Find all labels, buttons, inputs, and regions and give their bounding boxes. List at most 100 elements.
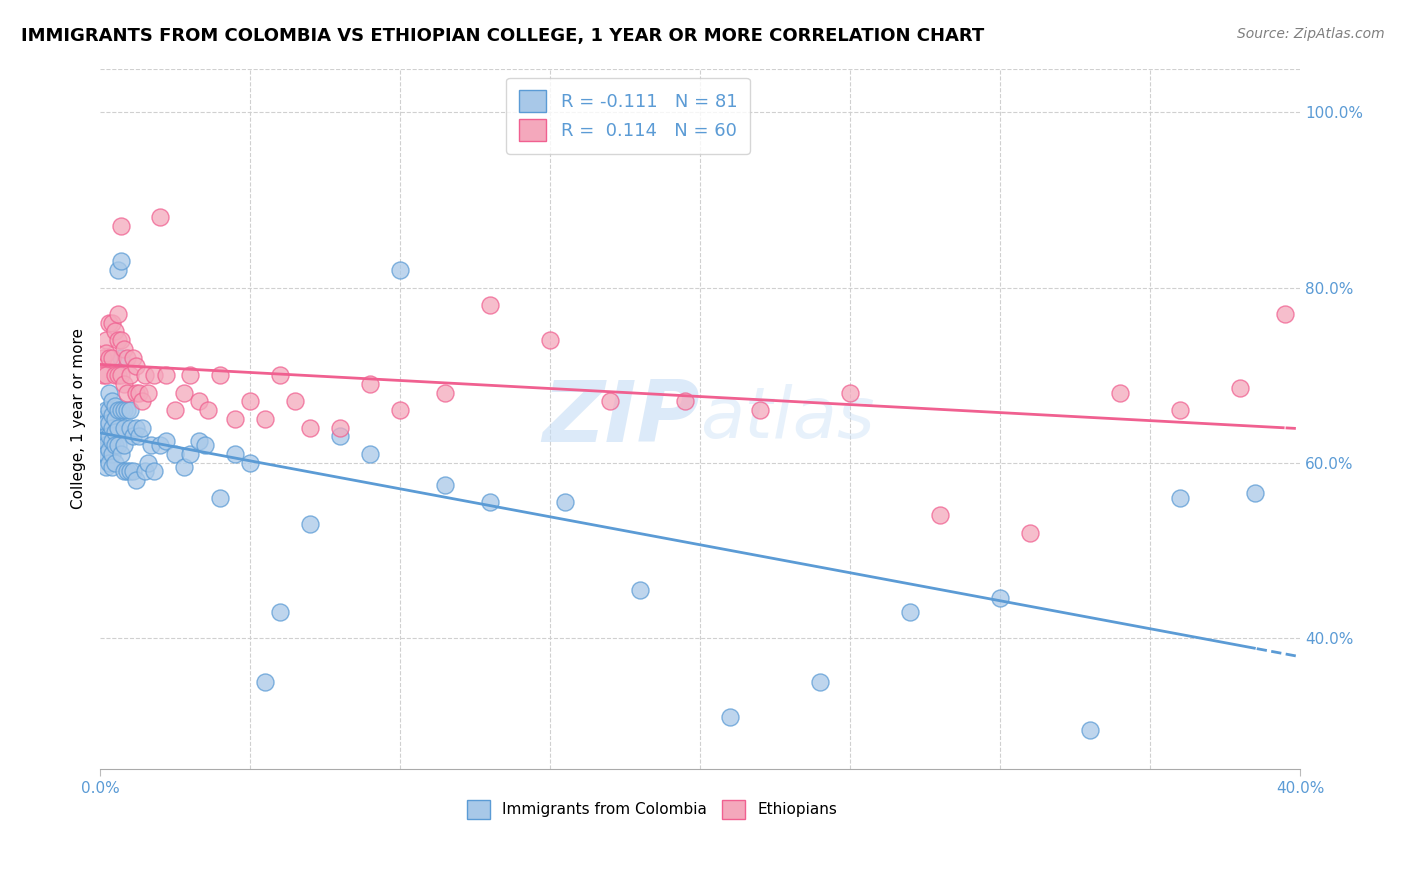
Point xyxy=(115,403,138,417)
Point xyxy=(136,385,159,400)
Point xyxy=(115,465,138,479)
Point xyxy=(224,412,246,426)
Point xyxy=(1168,491,1191,505)
Point xyxy=(112,342,135,356)
Point xyxy=(434,385,457,400)
Point xyxy=(101,394,124,409)
Point xyxy=(131,420,153,434)
Point xyxy=(284,394,307,409)
Point xyxy=(91,351,114,365)
Point xyxy=(98,456,121,470)
Point xyxy=(94,417,117,431)
Point xyxy=(359,447,381,461)
Point xyxy=(179,368,201,383)
Point xyxy=(101,316,124,330)
Point xyxy=(128,429,150,443)
Point xyxy=(125,359,148,374)
Point xyxy=(538,333,561,347)
Point xyxy=(209,491,232,505)
Point xyxy=(173,385,195,400)
Point xyxy=(149,211,172,225)
Point xyxy=(194,438,217,452)
Point xyxy=(101,420,124,434)
Point xyxy=(94,346,117,360)
Point xyxy=(254,674,277,689)
Point xyxy=(120,403,142,417)
Point xyxy=(359,376,381,391)
Point xyxy=(107,403,129,417)
Point xyxy=(929,508,952,523)
Point xyxy=(628,582,651,597)
Point xyxy=(98,351,121,365)
Point xyxy=(139,438,162,452)
Point xyxy=(104,438,127,452)
Point xyxy=(718,710,741,724)
Point xyxy=(101,408,124,422)
Point xyxy=(112,438,135,452)
Text: Source: ZipAtlas.com: Source: ZipAtlas.com xyxy=(1237,27,1385,41)
Point xyxy=(173,460,195,475)
Point xyxy=(104,425,127,439)
Point xyxy=(839,385,862,400)
Point xyxy=(94,429,117,443)
Point xyxy=(104,399,127,413)
Point xyxy=(98,429,121,443)
Point xyxy=(329,429,352,443)
Point xyxy=(94,403,117,417)
Point xyxy=(104,456,127,470)
Point xyxy=(134,368,156,383)
Point xyxy=(149,438,172,452)
Point xyxy=(239,456,262,470)
Point xyxy=(224,447,246,461)
Point xyxy=(179,447,201,461)
Point xyxy=(94,447,117,461)
Point xyxy=(120,465,142,479)
Point xyxy=(112,376,135,391)
Point xyxy=(107,420,129,434)
Point xyxy=(122,429,145,443)
Point xyxy=(98,316,121,330)
Point xyxy=(479,495,502,509)
Point xyxy=(91,368,114,383)
Point xyxy=(101,447,124,461)
Point xyxy=(165,447,187,461)
Point xyxy=(98,385,121,400)
Point xyxy=(110,351,132,365)
Point xyxy=(209,368,232,383)
Point xyxy=(1229,381,1251,395)
Point xyxy=(143,368,166,383)
Point xyxy=(1019,525,1042,540)
Point xyxy=(155,368,177,383)
Point xyxy=(94,368,117,383)
Point xyxy=(134,465,156,479)
Point xyxy=(98,403,121,417)
Text: atlas: atlas xyxy=(700,384,875,453)
Point xyxy=(988,591,1011,606)
Point xyxy=(110,254,132,268)
Point xyxy=(479,298,502,312)
Point xyxy=(107,307,129,321)
Point xyxy=(107,438,129,452)
Point xyxy=(104,368,127,383)
Point xyxy=(112,420,135,434)
Point xyxy=(101,460,124,475)
Point xyxy=(898,605,921,619)
Point xyxy=(673,394,696,409)
Point xyxy=(188,434,211,448)
Point xyxy=(155,434,177,448)
Point xyxy=(1109,385,1132,400)
Point xyxy=(101,434,124,448)
Point xyxy=(239,394,262,409)
Point xyxy=(94,333,117,347)
Point xyxy=(143,465,166,479)
Point xyxy=(125,473,148,487)
Point xyxy=(122,351,145,365)
Point xyxy=(101,351,124,365)
Point xyxy=(299,516,322,531)
Point xyxy=(120,368,142,383)
Point xyxy=(104,412,127,426)
Point xyxy=(197,403,219,417)
Point xyxy=(599,394,621,409)
Legend: Immigrants from Colombia, Ethiopians: Immigrants from Colombia, Ethiopians xyxy=(461,794,844,825)
Point xyxy=(91,447,114,461)
